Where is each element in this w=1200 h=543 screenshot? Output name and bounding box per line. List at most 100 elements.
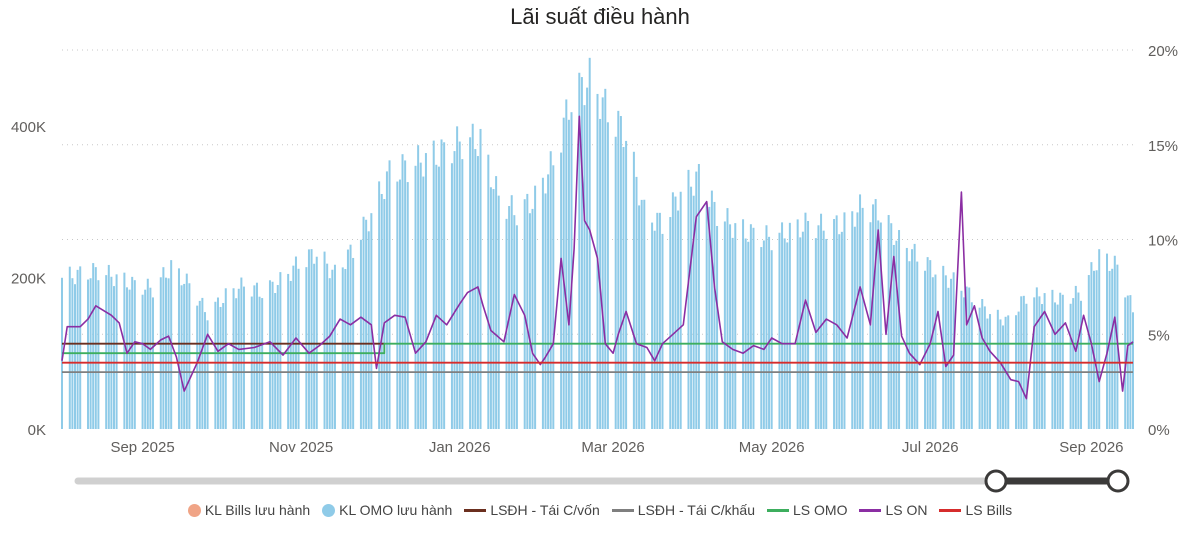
bar — [180, 285, 183, 429]
bar — [578, 72, 581, 429]
bar — [640, 199, 643, 429]
bar — [453, 151, 456, 430]
bar — [916, 261, 919, 429]
bar — [817, 225, 820, 429]
bar — [690, 186, 693, 429]
bar — [362, 216, 365, 429]
bar — [588, 57, 591, 430]
bar — [144, 289, 147, 429]
bar — [380, 193, 383, 429]
bar — [469, 137, 472, 429]
rate-lines — [61, 115, 1134, 400]
legend-label: LS Bills — [965, 502, 1013, 518]
bar — [586, 87, 589, 429]
bar — [188, 283, 191, 429]
bar — [599, 118, 602, 429]
bar — [1111, 268, 1114, 429]
bar — [206, 320, 209, 429]
bar — [1132, 312, 1134, 429]
bar — [999, 319, 1002, 429]
bar — [669, 217, 672, 429]
bar — [404, 160, 407, 429]
bar — [203, 312, 206, 429]
bar — [729, 224, 732, 429]
bar — [232, 288, 235, 429]
bar — [944, 275, 947, 429]
bar — [744, 238, 747, 429]
bar — [162, 267, 165, 429]
slider-end-handle[interactable] — [1106, 469, 1130, 493]
bar — [437, 166, 440, 429]
bar — [237, 288, 240, 429]
bar — [276, 285, 279, 429]
bar — [843, 212, 846, 429]
bar — [115, 274, 118, 429]
bar — [687, 169, 690, 429]
legend-swatch — [187, 503, 201, 517]
legend-swatch — [611, 508, 634, 512]
series-line-ls-on — [61, 115, 1134, 400]
legend-item-kl-omo-luu-hanh[interactable]: KL OMO lưu hành — [322, 500, 452, 520]
legend-label: LS OMO — [793, 502, 848, 518]
legend-swatch — [464, 508, 487, 512]
bar — [365, 219, 368, 429]
bar — [807, 220, 810, 429]
bar — [580, 77, 583, 430]
bar — [752, 227, 755, 429]
bar — [79, 266, 82, 429]
bar — [716, 225, 719, 429]
bar — [458, 141, 461, 429]
legend-item-ls-omo[interactable]: LS OMO — [767, 500, 847, 520]
bar — [219, 306, 222, 429]
bar — [1095, 270, 1098, 429]
bar — [838, 234, 841, 429]
bar — [770, 250, 773, 429]
bar — [913, 243, 916, 429]
bar — [970, 302, 973, 429]
bar — [749, 224, 752, 429]
bar — [94, 267, 97, 429]
bar — [406, 182, 409, 429]
bar — [661, 233, 664, 429]
bar — [224, 288, 227, 429]
x-tick-label: May 2026 — [739, 439, 805, 456]
bar — [1080, 300, 1083, 429]
bar — [294, 256, 297, 429]
bar — [526, 193, 529, 429]
bar — [801, 231, 804, 429]
bar — [422, 176, 425, 429]
bar — [742, 219, 745, 429]
bar — [292, 265, 295, 429]
bar — [1106, 253, 1109, 429]
bar — [149, 287, 152, 429]
bar — [1098, 249, 1101, 429]
bar — [497, 195, 500, 429]
legend-item-lsdh-tai-c-khau[interactable]: LSĐH - Tái C/khấu — [611, 500, 755, 520]
bar — [656, 212, 659, 429]
bar — [73, 284, 76, 429]
bar — [1017, 311, 1020, 429]
bar — [198, 300, 201, 429]
bar — [307, 249, 310, 429]
bar — [713, 201, 716, 429]
legend-item-ls-on[interactable]: LS ON — [859, 500, 927, 520]
legend-item-ls-bills[interactable]: LS Bills — [939, 500, 1012, 520]
slider-start-handle[interactable] — [984, 469, 1008, 493]
bar — [783, 238, 786, 429]
bar — [726, 208, 729, 429]
bar — [92, 263, 95, 429]
bar — [287, 273, 290, 429]
bar — [344, 269, 347, 429]
date-range-slider[interactable] — [74, 469, 1130, 493]
bar — [1043, 293, 1046, 429]
bar — [97, 280, 100, 429]
legend-item-lsdh-tai-c-von[interactable]: LSĐH - Tái C/vốn — [464, 500, 600, 520]
bar — [747, 241, 750, 429]
bar — [487, 154, 490, 429]
bar — [1025, 303, 1028, 429]
bar — [874, 199, 877, 429]
bar — [601, 97, 604, 430]
legend-item-kl-bills-luu-hanh[interactable]: KL Bills lưu hành — [187, 500, 310, 520]
bar — [934, 274, 937, 429]
